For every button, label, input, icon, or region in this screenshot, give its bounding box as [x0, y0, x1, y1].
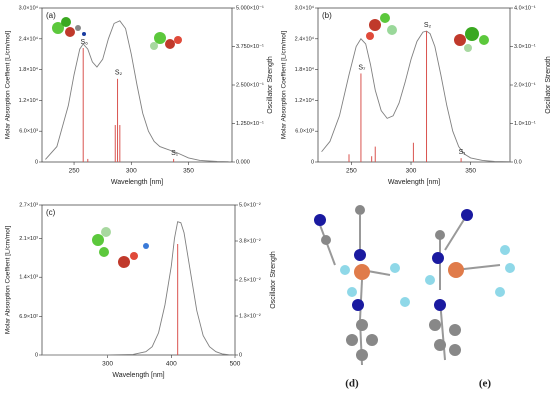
y-tick-label: 6.0×10³ [295, 129, 314, 135]
y-tick-label: 1.4×10³ [19, 275, 38, 281]
x-tick-label: 350 [465, 168, 476, 175]
y-tick-label: 2.4×10⁴ [19, 35, 39, 42]
y-tick-label: 0 [35, 159, 38, 165]
y-tick-label: 0 [311, 159, 314, 165]
y2-tick-label: 2.5×10⁻² [239, 277, 261, 283]
inset-molecule [52, 13, 489, 268]
state-label: S₁ [171, 150, 179, 157]
state-label: S₂ [115, 70, 123, 77]
x-tick-label: 350 [183, 168, 194, 175]
y-tick-label: 6.0×10³ [19, 129, 38, 135]
x-tick-label: 300 [126, 168, 137, 175]
y-tick-label: 1.8×10⁴ [295, 66, 315, 73]
x-axis-label: Wavelength [nm] [388, 179, 440, 186]
x-tick-label: 400 [166, 361, 177, 368]
absorption-curve [321, 30, 511, 163]
absorption-curve [45, 20, 229, 163]
y2-axis-label: Oscillator Strength [267, 56, 274, 114]
x-axis-label: Wavelength [nm] [112, 372, 164, 379]
x-axis-label: Wavelength [nm] [111, 179, 163, 186]
y2-tick-label: 5.000×10⁻¹ [236, 5, 264, 11]
y2-axis-label: Oscillator Strength [270, 251, 277, 309]
state-label: S₁ [459, 149, 467, 156]
y-tick-label: 1.8×10⁴ [19, 66, 39, 73]
panel-label: (b) [322, 11, 332, 20]
state-label: S₆ [80, 39, 88, 46]
y2-tick-label: 1.0×10⁻¹ [514, 121, 536, 127]
y2-tick-label: 0 [239, 352, 242, 358]
y2-tick-label: 3.8×10⁻² [239, 238, 261, 244]
y2-tick-label: 3.0×10⁻¹ [514, 44, 536, 50]
molecule-d [314, 205, 410, 366]
plot-frame [41, 204, 236, 356]
y-tick-label: 1.2×10⁴ [19, 97, 39, 104]
y2-tick-label: 3.750×10⁻¹ [236, 44, 264, 50]
absorption-curve [42, 221, 236, 356]
y-axis-label: Molar Absorption Coeffient [L/cm/mol] [5, 226, 12, 334]
panel-label: (c) [46, 208, 56, 217]
y-tick-label: 3.0×10⁴ [19, 4, 39, 11]
y-tick-label: 0 [35, 352, 38, 358]
y2-tick-label: 5.0×10⁻² [239, 202, 261, 208]
x-tick-label: 300 [102, 361, 113, 368]
y-tick-label: 6.9×10² [19, 314, 38, 320]
x-tick-label: 300 [406, 168, 417, 175]
y2-tick-label: 4.0×10⁻¹ [514, 5, 536, 11]
y-tick-label: 2.4×10⁴ [295, 35, 315, 42]
y-tick-label: 3.0×10⁴ [295, 4, 315, 11]
state-label: S₇ [358, 64, 366, 71]
x-tick-label: 250 [346, 168, 357, 175]
molecule-e [425, 209, 515, 361]
y2-tick-label: 1.250×10⁻¹ [236, 121, 264, 127]
y-axis-label: Molar Absorption Coeffient [L/cm/mol] [281, 31, 288, 139]
panel-label: (d) [345, 378, 359, 390]
y-tick-label: 2.7×10³ [19, 202, 38, 208]
y-axis-label: Molar Absorption Coeffient [L/cm/mol] [5, 31, 12, 139]
panel-label: (e) [479, 378, 492, 390]
y2-tick-label: 0.000 [236, 159, 250, 165]
y2-axis-label: Oscillator Strength [545, 56, 550, 114]
panel-label: (a) [46, 11, 56, 20]
y2-tick-label: 0.0 [514, 159, 522, 165]
y2-tick-label: 2.500×10⁻¹ [236, 82, 264, 88]
y2-tick-label: 2.0×10⁻¹ [514, 82, 536, 88]
x-tick-label: 500 [230, 361, 241, 368]
state-label: S₂ [424, 22, 432, 29]
y2-tick-label: 1.3×10⁻² [239, 313, 261, 319]
y-tick-label: 1.2×10⁴ [295, 97, 315, 104]
x-tick-label: 250 [69, 168, 80, 175]
y-tick-label: 2.1×10³ [19, 236, 38, 242]
